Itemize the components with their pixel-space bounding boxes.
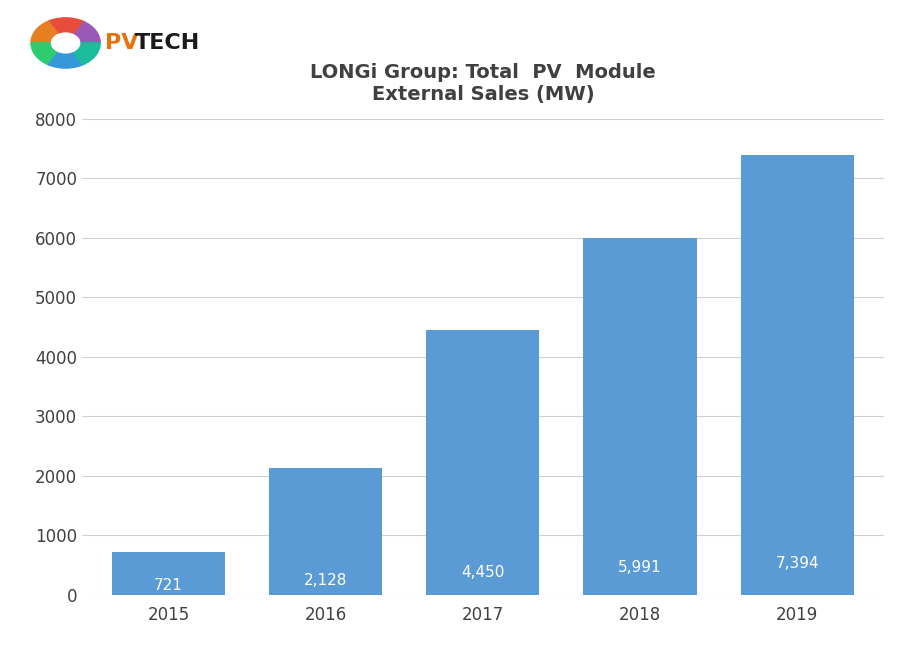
Bar	[269, 468, 383, 595]
Text: TECH: TECH	[135, 33, 200, 53]
Bar	[426, 330, 539, 595]
Title: LONGi Group: Total  PV  Module
External Sales (MW): LONGi Group: Total PV Module External Sa…	[310, 63, 656, 104]
Text: 5,991: 5,991	[619, 561, 661, 575]
Text: PV: PV	[105, 33, 138, 53]
Text: 4,450: 4,450	[461, 565, 505, 580]
Text: 721: 721	[154, 578, 183, 592]
Bar	[741, 155, 854, 595]
Bar	[583, 239, 697, 595]
Text: 7,394: 7,394	[775, 556, 819, 570]
Text: 2,128: 2,128	[304, 573, 347, 588]
Bar	[112, 552, 225, 595]
